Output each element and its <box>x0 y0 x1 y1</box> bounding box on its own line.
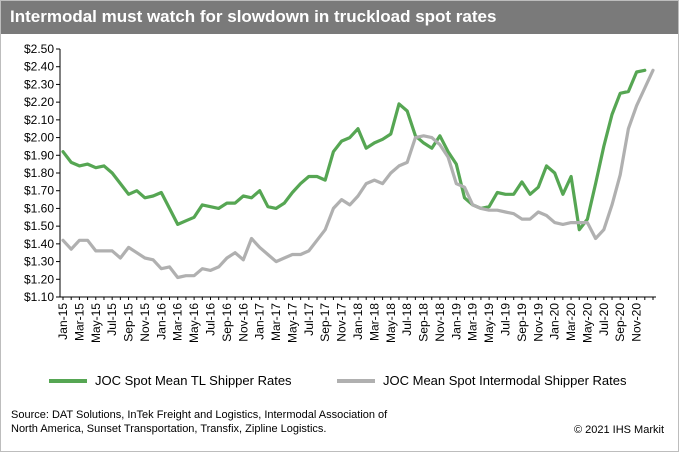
x-tick-label: May-16 <box>187 303 201 343</box>
x-tick-label: Mar-17 <box>269 303 283 341</box>
x-tick-label: Sep-20 <box>613 303 627 342</box>
y-tick-label: $2.30 <box>24 77 54 91</box>
x-tick-label: Nov-15 <box>138 303 152 342</box>
x-tick-label: Mar-16 <box>171 303 185 341</box>
x-tick-label: May-15 <box>89 303 103 343</box>
legend-label-intermodal: JOC Mean Spot Intermodal Shipper Rates <box>383 373 627 388</box>
legend-item-tl: JOC Spot Mean TL Shipper Rates <box>49 373 292 388</box>
x-tick-label: Jan-16 <box>154 303 168 340</box>
y-tick-label: $1.20 <box>24 272 54 286</box>
x-tick-label: Jul-16 <box>204 303 218 336</box>
x-tick-label: Jan-15 <box>56 303 70 340</box>
legend: JOC Spot Mean TL Shipper Rates JOC Mean … <box>1 373 678 393</box>
x-tick-label: Jul-20 <box>597 303 611 336</box>
x-tick-label: Sep-18 <box>417 303 431 342</box>
x-tick-label: Nov-17 <box>335 303 349 342</box>
y-tick-label: $1.40 <box>24 237 54 251</box>
x-tick-label: Nov-19 <box>531 303 545 342</box>
y-tick-label: $1.80 <box>24 166 54 180</box>
x-tick-label: May-18 <box>384 303 398 343</box>
y-tick-label: $1.50 <box>24 219 54 233</box>
source-line-1: Source: DAT Solutions, InTek Freight and… <box>11 409 388 421</box>
chart-title: Intermodal must watch for slowdown in tr… <box>10 7 497 26</box>
x-tick-label: Jan-18 <box>351 303 365 340</box>
x-tick-label: Nov-20 <box>630 303 644 342</box>
x-tick-label: May-20 <box>580 303 594 343</box>
y-tick-label: $1.90 <box>24 148 54 162</box>
x-tick-label: Jan-19 <box>449 303 463 340</box>
legend-label-tl: JOC Spot Mean TL Shipper Rates <box>95 373 292 388</box>
y-tick-label: $2.10 <box>24 113 54 127</box>
legend-item-intermodal: JOC Mean Spot Intermodal Shipper Rates <box>337 373 627 388</box>
y-tick-label: $2.50 <box>24 42 54 56</box>
line-chart: $1.10 $1.20 $1.30 $1.40 $1.50 $1.60 $1.70 $1.80… <box>24 42 656 343</box>
title-bar: Intermodal must watch for slowdown in tr… <box>1 1 678 34</box>
x-tick-label: Mar-18 <box>367 303 381 341</box>
x-tick-label: Jul-15 <box>105 303 119 336</box>
x-tick-label: Mar-15 <box>72 303 86 341</box>
x-tick-label: Nov-16 <box>236 303 250 342</box>
x-tick-label: May-17 <box>285 303 299 343</box>
y-tick-label: $2.40 <box>24 60 54 74</box>
series-line-tl-rates <box>61 68 647 232</box>
legend-swatch-tl <box>49 378 87 383</box>
y-tick-label: $1.60 <box>24 201 54 215</box>
x-tick-label: Jul-17 <box>302 303 316 336</box>
y-tick-label: $2.00 <box>24 131 54 145</box>
x-tick-label: Mar-19 <box>466 303 480 341</box>
x-tick-label: Sep-15 <box>122 303 136 342</box>
y-tick-label: $1.70 <box>24 184 54 198</box>
x-tick-label: Jan-17 <box>253 303 267 340</box>
x-tick-label: Sep-17 <box>318 303 332 342</box>
y-tick-label: $1.30 <box>24 255 54 269</box>
y-tick-label: $1.10 <box>24 290 54 304</box>
x-tick-label: May-19 <box>482 303 496 343</box>
x-tick-label: Nov-18 <box>433 303 447 342</box>
legend-swatch-intermodal <box>337 378 375 383</box>
y-tick-label: $2.20 <box>24 95 54 109</box>
series-line-intermodal-rates <box>61 68 655 280</box>
x-tick-label: Sep-19 <box>515 303 529 342</box>
x-tick-label: Jul-19 <box>499 303 513 336</box>
source-note: Source: DAT Solutions, InTek Freight and… <box>11 408 481 436</box>
x-tick-label: Jul-18 <box>400 303 414 336</box>
copyright: © 2021 IHS Markit <box>573 424 664 436</box>
x-tick-label: Mar-20 <box>564 303 578 341</box>
source-line-2: North America, Sunset Transportation, Tr… <box>11 423 327 435</box>
x-tick-label: Jan-20 <box>548 303 562 340</box>
x-tick-label: Sep-16 <box>220 303 234 342</box>
